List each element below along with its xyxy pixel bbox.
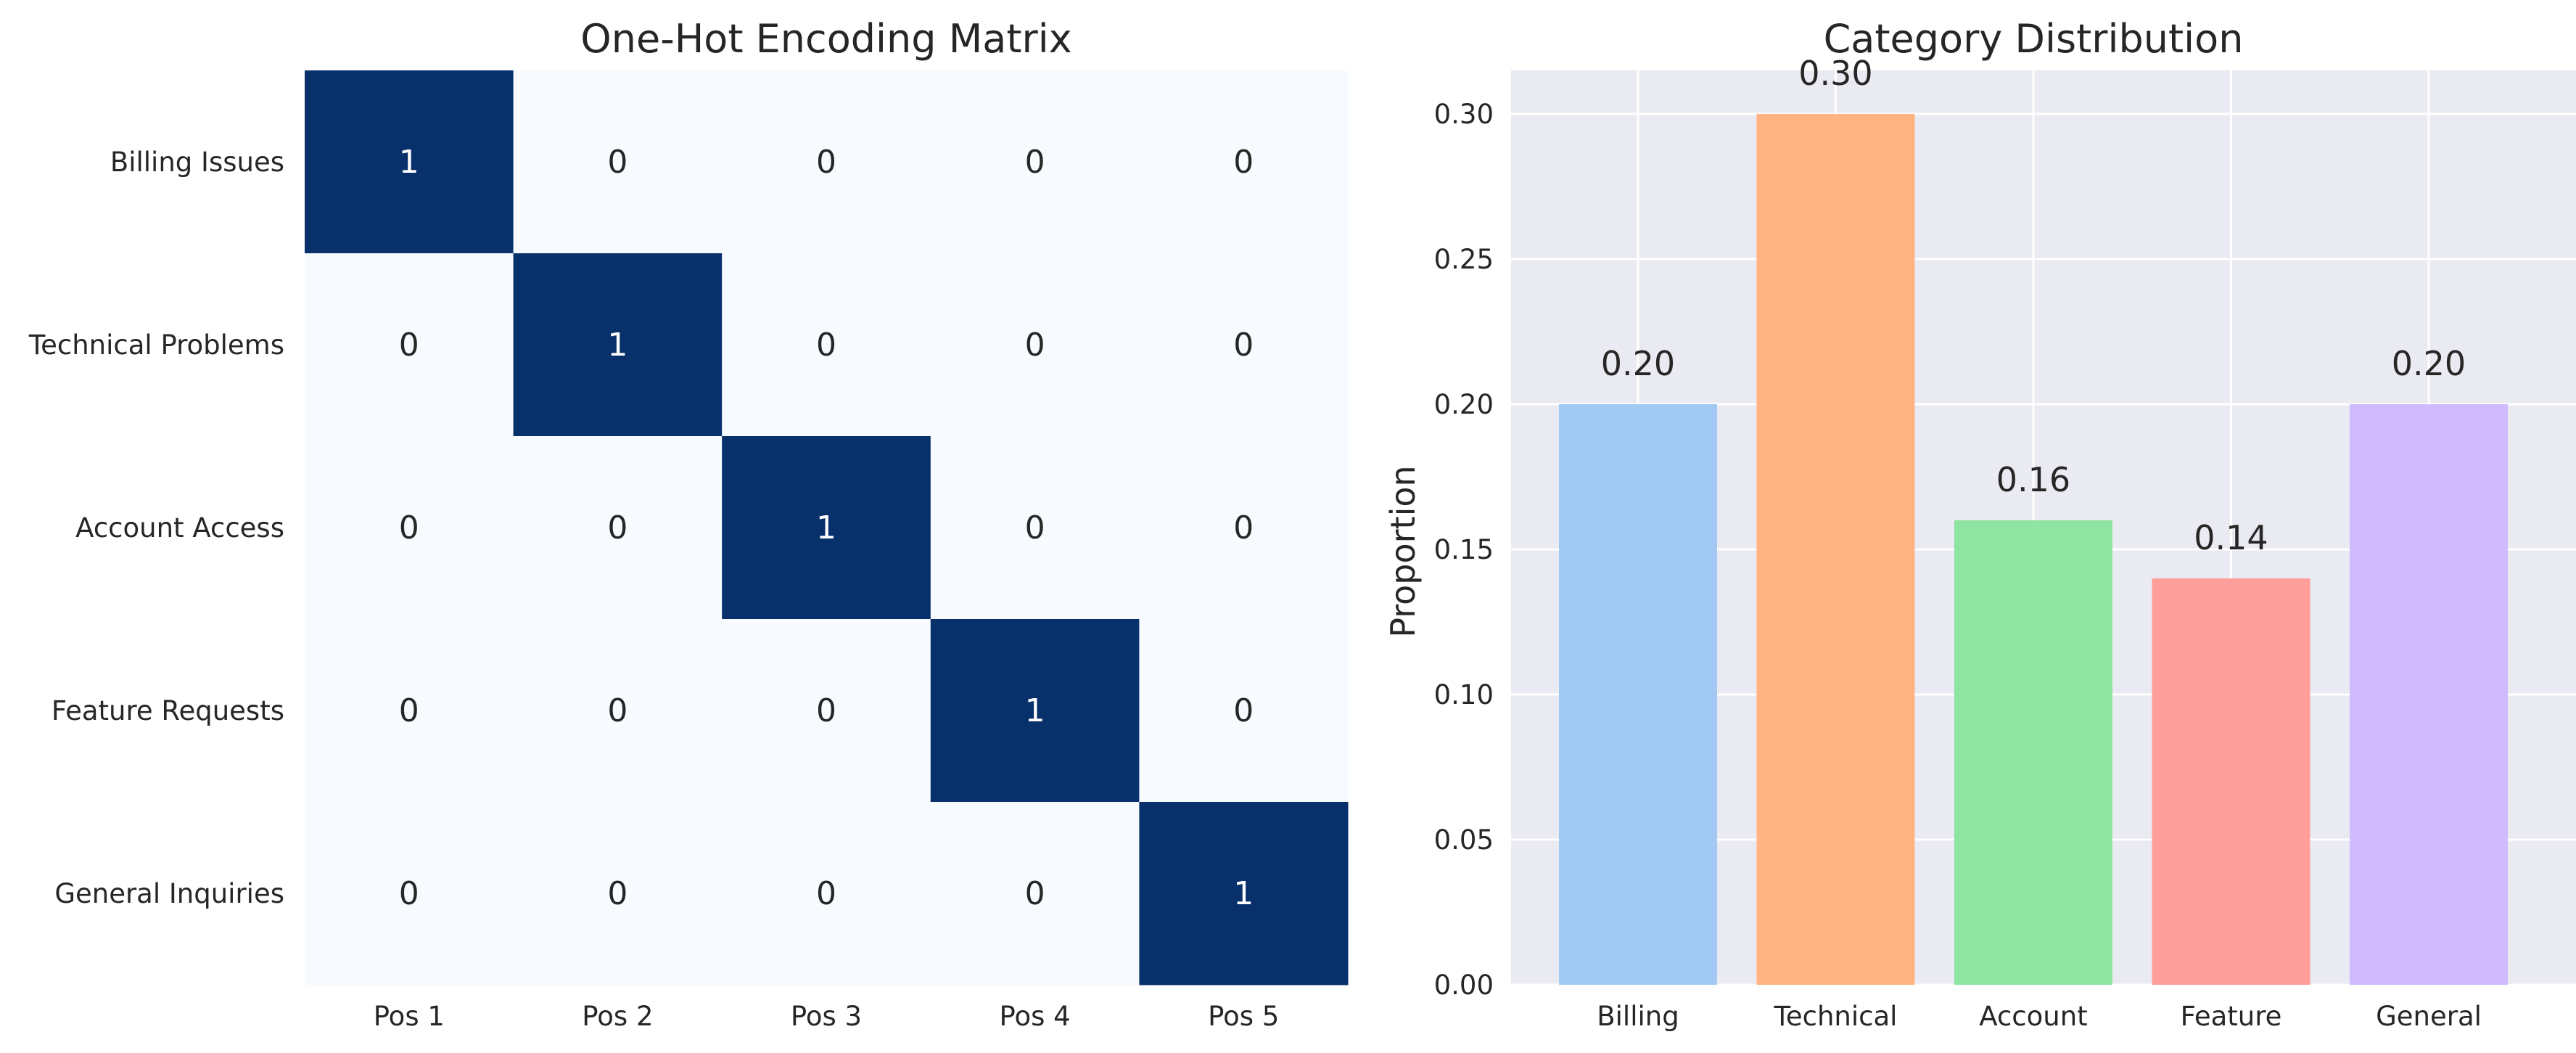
heatmap-cell-value: 0 — [1025, 875, 1045, 912]
category-bar-chart: 0.00 0.05 0.10 0.15 0.20 0.25 0.30 0.20 Billing… — [1383, 16, 2576, 1032]
bar-marks: 0.20 Billing 0.30 Technical 0.16 Account 0.14 F… — [1559, 54, 2508, 1032]
heatmap-cell-value: 0 — [399, 509, 419, 546]
bar-y-tick-label: 0.00 — [1434, 970, 1494, 1001]
bar-data-label: 0.20 — [2392, 344, 2466, 383]
heatmap-cell-value: 0 — [399, 875, 419, 912]
heatmap-cell — [722, 802, 931, 986]
bar-y-tick-label: 0.10 — [1434, 679, 1494, 710]
heatmap-cell — [513, 70, 723, 254]
heatmap-cell-value: 0 — [399, 327, 419, 364]
heatmap-cell-value: 0 — [607, 509, 627, 546]
bar-category-label: Technical — [1774, 1001, 1898, 1032]
bar-category-label: General — [2376, 1001, 2482, 1032]
heatmap-cell-value: 0 — [816, 327, 836, 364]
bar — [1559, 404, 1717, 985]
bar-data-label: 0.30 — [1798, 54, 1872, 93]
bar-data-label: 0.20 — [1601, 344, 1675, 383]
heatmap-cell — [1139, 253, 1349, 437]
heatmap-cell-value: 0 — [816, 875, 836, 912]
heatmap-cell — [513, 619, 723, 803]
heatmap-cell — [930, 253, 1140, 437]
heatmap-cell-value: 0 — [607, 875, 627, 912]
heatmap-cell — [305, 436, 514, 620]
bar-data-label: 0.16 — [1996, 460, 2070, 499]
heatmap-row-label: Technical Problems — [28, 329, 284, 361]
heatmap-cell — [305, 253, 514, 437]
bar-y-tick-label: 0.15 — [1434, 534, 1494, 565]
heatmap-column-label: Pos 1 — [374, 1001, 445, 1032]
heatmap-cell — [722, 619, 931, 803]
heatmap-cell-value: 0 — [1233, 692, 1254, 729]
bar-category-label: Feature — [2181, 1001, 2282, 1032]
heatmap-cell — [930, 802, 1140, 986]
bar-y-tick-label: 0.20 — [1434, 389, 1494, 420]
heatmap-cell — [722, 253, 931, 437]
heatmap-cell-value: 0 — [1233, 144, 1254, 181]
bar-chart-title: Category Distribution — [1824, 16, 2244, 62]
heatmap-row-label: General Inquiries — [54, 878, 284, 909]
bar — [2152, 578, 2310, 985]
heatmap-cell — [930, 436, 1140, 620]
heatmap-cell-value: 0 — [607, 692, 627, 729]
heatmap-cell-value: 1 — [1233, 875, 1254, 912]
heatmap-cell-value: 1 — [607, 327, 627, 364]
heatmap-cell — [305, 70, 514, 254]
heatmap-cell — [513, 802, 723, 986]
bar — [1756, 114, 1915, 985]
heatmap-cell-value: 0 — [1025, 327, 1045, 364]
heatmap-cell — [305, 619, 514, 803]
heatmap-column-label: Pos 3 — [791, 1001, 862, 1032]
heatmap-cell — [1139, 436, 1349, 620]
heatmap-cell-value: 0 — [1025, 509, 1045, 546]
heatmap-row-label: Account Access — [75, 512, 284, 544]
heatmap-row-label: Billing Issues — [110, 147, 284, 178]
heatmap-cell-value: 0 — [607, 144, 627, 181]
one-hot-heatmap: One-Hot Encoding Matrix 1 0 0 0 0 0 1 0 0 0 0 0 1 0 0 0… — [28, 16, 1349, 1032]
heatmap-title: One-Hot Encoding Matrix — [580, 16, 1071, 62]
heatmap-cell-value: 0 — [1233, 509, 1254, 546]
heatmap-cell-value: 0 — [816, 144, 836, 181]
bar-data-label: 0.14 — [2194, 518, 2268, 557]
heatmap-column-label: Pos 2 — [582, 1001, 653, 1032]
heatmap-cell-value: 1 — [1025, 692, 1045, 729]
heatmap-cell — [722, 70, 931, 254]
heatmap-cell — [513, 253, 723, 437]
heatmap-cell — [513, 436, 723, 620]
heatmap-cell — [930, 70, 1140, 254]
bar — [2350, 404, 2508, 985]
heatmap-row-label: Feature Requests — [52, 695, 284, 726]
heatmap-cell — [930, 619, 1140, 803]
bar-y-tick-label: 0.25 — [1434, 244, 1494, 275]
bar-y-tick-label: 0.05 — [1434, 824, 1494, 856]
heatmap-cell-value: 1 — [399, 144, 419, 181]
bar-y-axis-label: Proportion — [1383, 465, 1423, 637]
bar — [1954, 520, 2112, 985]
heatmap-cell-value: 0 — [399, 692, 419, 729]
heatmap-cell-value: 0 — [816, 692, 836, 729]
bar-category-label: Billing — [1597, 1001, 1679, 1032]
heatmap-cell — [305, 802, 514, 986]
heatmap-cell-value: 0 — [1233, 327, 1254, 364]
heatmap-cell — [722, 436, 931, 620]
heatmap-column-label: Pos 5 — [1208, 1001, 1279, 1032]
heatmap-cell-value: 1 — [816, 509, 836, 546]
bar-category-label: Account — [1979, 1001, 2087, 1032]
heatmap-cell — [1139, 619, 1349, 803]
heatmap-cell — [1139, 70, 1349, 254]
heatmap-column-label: Pos 4 — [999, 1001, 1070, 1032]
bar-y-tick-label: 0.30 — [1434, 99, 1494, 130]
heatmap-cell — [1139, 802, 1349, 986]
heatmap-cell-value: 0 — [1025, 144, 1045, 181]
